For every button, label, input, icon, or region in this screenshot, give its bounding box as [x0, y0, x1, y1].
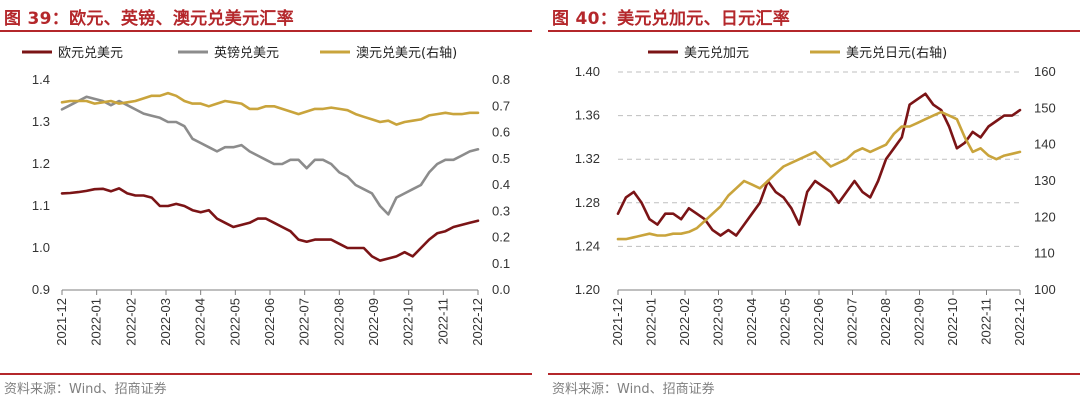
- x-tick-label: 2022-08: [331, 298, 346, 346]
- series-line-1: [60, 95, 480, 216]
- legend-label: 欧元兑美元: [58, 46, 123, 61]
- legend-label: 美元兑加元: [684, 46, 749, 61]
- y-left-tick-label: 1.28: [575, 195, 600, 210]
- legend-label: 英镑兑美元: [214, 45, 279, 61]
- y-left-tick-label: 1.4: [32, 72, 50, 87]
- series-line-0: [60, 187, 480, 262]
- y-right-tick-label: 130: [1034, 173, 1056, 188]
- x-tick-label: 2022-06: [262, 298, 277, 346]
- chart-title-39: 图 39：欧元、英镑、澳元兑美元汇率: [4, 9, 294, 29]
- x-tick-label: 2022-05: [778, 298, 793, 346]
- x-tick-label: 2021-12: [610, 298, 625, 346]
- y-right-tick-label: 0.1: [492, 256, 510, 271]
- series-line-0: [616, 92, 1022, 237]
- x-tick-label: 2022-07: [845, 298, 860, 346]
- y-right-tick-label: 0.3: [492, 203, 510, 218]
- y-right-tick-label: 140: [1034, 137, 1056, 152]
- x-tick-label: 2022-06: [811, 298, 826, 346]
- y-left-tick-label: 1.0: [32, 240, 50, 255]
- y-left-tick-label: 1.2: [32, 156, 50, 171]
- x-tick-label: 2022-01: [89, 298, 104, 346]
- chart-title-40: 图 40：美元兑加元、日元汇率: [552, 9, 791, 29]
- x-tick-label: 2022-03: [158, 298, 173, 346]
- y-right-tick-label: 0.5: [492, 151, 510, 166]
- y-right-tick-label: 160: [1034, 64, 1056, 79]
- x-tick-label: 2022-11: [979, 298, 994, 345]
- x-tick-label: 2022-12: [1012, 298, 1027, 346]
- x-tick-label: 2022-08: [878, 298, 893, 346]
- chart-panel-cad-jpy: 图 40：美元兑加元、日元汇率 2021-12 2022-01 2022-02 202…: [548, 0, 1080, 402]
- legend-label: 澳元兑美元(右轴): [356, 45, 457, 61]
- y-right-tick-label: 0.8: [492, 72, 510, 87]
- chart-panel-eur-gbp-aud: 图 39：欧元、英镑、澳元兑美元汇率 2021-12 2022-01 2022-02…: [0, 0, 532, 402]
- x-tick-label: 2021-12: [54, 298, 69, 346]
- y-right-tick-label: 120: [1034, 209, 1056, 224]
- y-right-tick-label: 150: [1034, 100, 1056, 115]
- x-tick-label: 2022-10: [945, 298, 960, 346]
- x-tick-label: 2022-02: [123, 298, 138, 346]
- y-right-tick-label: 110: [1034, 246, 1055, 261]
- x-tick-label: 2022-01: [644, 298, 659, 346]
- source-note: 资料来源：Wind、招商证券: [552, 382, 715, 397]
- x-tick-label: 2022-07: [297, 298, 312, 346]
- x-tick-label: 2022-04: [744, 298, 759, 346]
- y-left-tick-label: 1.24: [575, 238, 600, 253]
- x-tick-label: 2022-04: [193, 298, 208, 346]
- x-tick-label: 2022-05: [227, 298, 242, 346]
- title-rule: [548, 30, 1080, 32]
- bottom-rule: [0, 373, 532, 375]
- y-left-tick-label: 1.32: [575, 151, 600, 166]
- x-tick-label: 2022-11: [435, 298, 450, 345]
- y-right-tick-label: 0.0: [492, 282, 510, 297]
- y-left-tick-label: 1.20: [575, 282, 600, 297]
- x-tick-label: 2022-09: [366, 298, 381, 346]
- y-right-tick-label: 100: [1034, 282, 1056, 297]
- title-rule: [0, 30, 532, 32]
- y-right-tick-label: 0.6: [492, 125, 510, 140]
- y-left-tick-label: 1.3: [32, 114, 50, 129]
- series-line-1: [616, 110, 1022, 241]
- y-right-tick-label: 0.7: [492, 98, 510, 113]
- chart-39-plot: 2021-12 2022-01 2022-02 2022-03 2022-04 2022-…: [22, 45, 510, 346]
- y-right-tick-label: 0.2: [492, 230, 510, 245]
- bottom-rule: [548, 373, 1080, 375]
- y-left-tick-label: 1.1: [32, 198, 50, 213]
- series-line-2: [60, 91, 480, 126]
- x-tick-label: 2022-10: [401, 298, 416, 346]
- y-left-tick-label: 1.40: [575, 64, 600, 79]
- y-right-tick-label: 0.4: [492, 177, 510, 192]
- x-tick-label: 2022-12: [470, 298, 485, 346]
- x-tick-label: 2022-09: [912, 298, 927, 346]
- y-left-tick-label: 0.9: [32, 282, 50, 297]
- y-left-tick-label: 1.36: [575, 108, 600, 123]
- chart-40-plot: 2021-12 2022-01 2022-02 2022-03 2022-04 2022-…: [575, 46, 1056, 346]
- legend-label: 美元兑日元(右轴): [846, 46, 947, 61]
- x-tick-label: 2022-03: [711, 298, 726, 346]
- x-tick-label: 2022-02: [677, 298, 692, 346]
- source-note: 资料来源：Wind、招商证券: [4, 382, 167, 397]
